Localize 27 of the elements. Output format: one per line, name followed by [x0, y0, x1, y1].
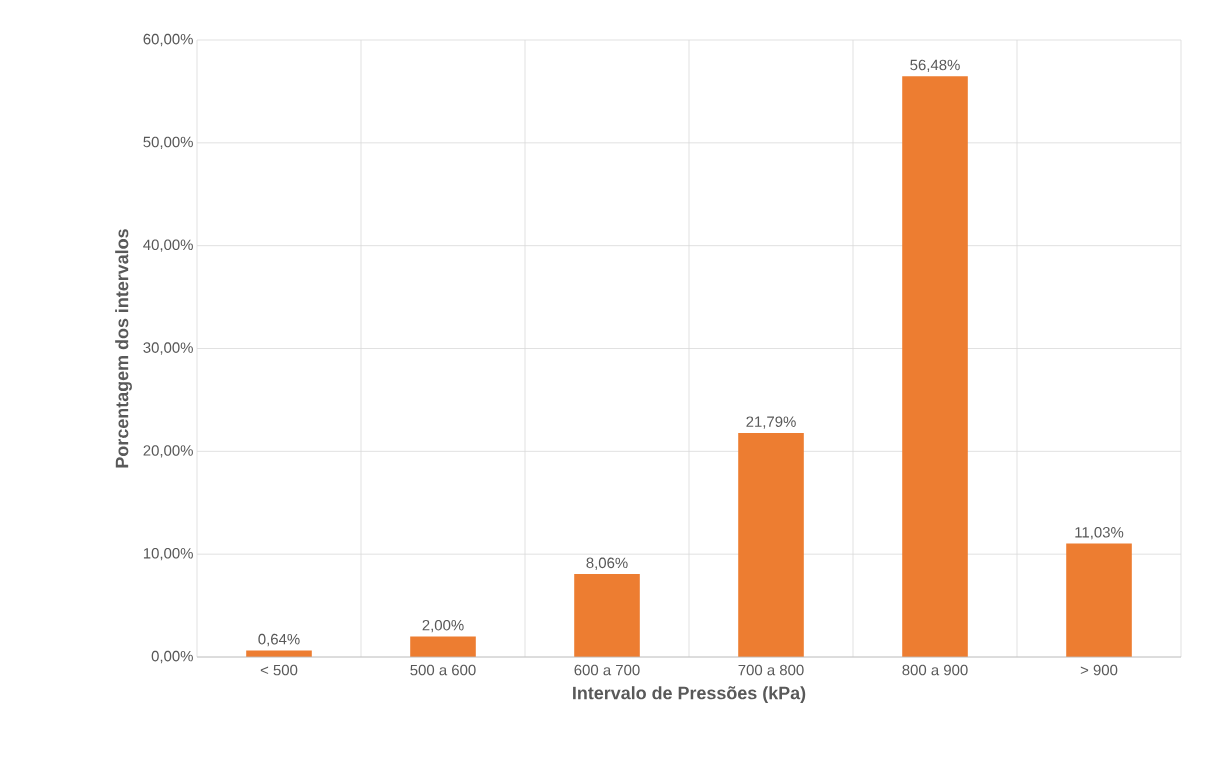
x-tick-label: 600 a 700: [574, 664, 640, 676]
data-label: 8,06%: [586, 557, 628, 570]
y-tick-label: 0,00%: [151, 650, 193, 664]
y-tick-label: 60,00%: [143, 33, 193, 47]
data-label: 0,64%: [258, 633, 300, 647]
y-tick-label: 20,00%: [143, 445, 193, 458]
x-tick-label: < 500: [260, 664, 298, 676]
y-tick-label: 50,00%: [143, 136, 193, 149]
data-label: 21,79%: [746, 416, 796, 429]
x-tick-label: 700 a 800: [738, 664, 804, 676]
data-label: 2,00%: [422, 619, 464, 633]
bar: [1066, 543, 1132, 657]
bar: [738, 432, 804, 657]
bar: [902, 76, 968, 657]
y-tick-label: 30,00%: [143, 342, 193, 355]
data-label: 56,48%: [910, 59, 960, 72]
x-tick-label: 800 a 900: [902, 664, 968, 676]
x-tick-label: 500 a 600: [410, 664, 476, 676]
bar: [410, 636, 476, 657]
data-label: 11,03%: [1075, 527, 1124, 540]
bar: [574, 574, 640, 657]
y-tick-label: 10,00%: [143, 547, 193, 561]
y-axis-title: Porcentagem dos intervalos: [115, 229, 132, 468]
bar: [246, 650, 312, 657]
y-tick-label: 40,00%: [143, 239, 193, 252]
x-axis-title: Intervalo de Pressões (kPa): [573, 686, 806, 703]
x-tick-label: > 900: [1080, 664, 1118, 676]
